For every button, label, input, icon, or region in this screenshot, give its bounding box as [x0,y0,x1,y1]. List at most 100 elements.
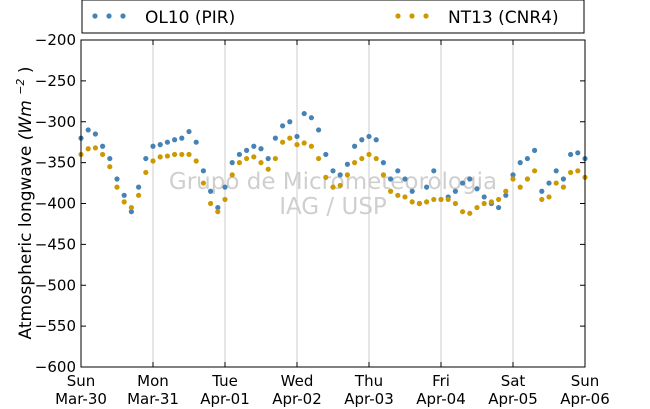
data-point [460,209,465,214]
data-point [273,136,278,141]
data-point [86,127,91,132]
legend-label-ol10: OL10 (PIR) [145,8,235,28]
data-point [352,160,357,165]
data-point [244,148,249,153]
data-point [107,156,112,161]
data-point [474,205,479,210]
data-point [388,189,393,194]
data-point [532,148,537,153]
x-tick-label-day: Wed [281,372,314,390]
data-point [186,152,191,157]
data-point [575,150,580,155]
data-point [575,168,580,173]
data-point [280,123,285,128]
data-point [554,168,559,173]
data-point [86,146,91,151]
x-tick-label-date: Apr-01 [200,390,250,408]
data-point [136,193,141,198]
data-point [482,201,487,206]
data-point [424,199,429,204]
data-point [496,197,501,202]
data-point [518,185,523,190]
data-point [165,140,170,145]
legend-marker [409,13,414,18]
data-point [381,160,386,165]
data-point [345,172,350,177]
data-point [482,194,487,199]
y-tick-label: −350 [35,154,76,172]
data-point [251,154,256,159]
x-tick-label-date: Apr-03 [344,390,394,408]
data-point [266,167,271,172]
data-point [446,197,451,202]
data-point [266,156,271,161]
data-point [410,199,415,204]
data-point [93,145,98,150]
data-point [366,152,371,157]
data-point [568,152,573,157]
data-point [158,154,163,159]
data-point [201,180,206,185]
data-point [338,183,343,188]
data-point [208,189,213,194]
x-tick-label-day: Thu [354,372,383,390]
data-point [330,168,335,173]
data-point [554,180,559,185]
data-point [388,176,393,181]
data-point [251,144,256,149]
data-point [122,193,127,198]
data-point [546,194,551,199]
data-point [453,189,458,194]
y-axis-label-exponent: −2 [14,79,27,95]
data-point [287,119,292,124]
y-tick-label: −400 [35,195,76,213]
data-point [561,176,566,181]
data-point [194,158,199,163]
legend-marker [106,13,111,18]
data-point [474,186,479,191]
data-point [496,205,501,210]
x-tick-label-date: Mar-30 [55,390,107,408]
data-point [525,156,530,161]
data-point [323,175,328,180]
data-point [417,201,422,206]
y-tick-label: −550 [35,317,76,335]
x-tick-label-day: Fri [432,372,450,390]
x-tick-label-day: Sun [67,372,96,390]
data-point [143,156,148,161]
y-tick-label: −200 [35,31,76,49]
data-point [381,172,386,177]
data-point [467,211,472,216]
legend: OL10 (PIR) NT13 (CNR4) [82,0,584,33]
data-point [395,168,400,173]
data-point [568,170,573,175]
data-point [129,205,134,210]
data-point [345,162,350,167]
data-point [201,168,206,173]
y-tick-label: −500 [35,276,76,294]
data-point [273,156,278,161]
data-point [539,189,544,194]
watermark-line-2: IAG / USP [279,194,387,220]
data-point [424,185,429,190]
data-point [402,176,407,181]
x-tick-label-day: Tue [211,372,238,390]
data-point [294,134,299,139]
data-point [503,189,508,194]
y-tick-label: −450 [35,235,76,253]
data-point [230,172,235,177]
data-point [302,140,307,145]
data-point [525,176,530,181]
data-point [258,146,263,151]
data-point [186,129,191,134]
x-tick-label-date: Apr-05 [488,390,538,408]
data-point [100,144,105,149]
atmospheric-longwave-chart: OL10 (PIR) NT13 (CNR4) Grupo de Micromet… [0,0,650,409]
data-point [366,134,371,139]
data-point [510,176,515,181]
data-point [489,199,494,204]
data-point [280,140,285,145]
data-point [158,142,163,147]
data-point [114,185,119,190]
data-point [460,180,465,185]
